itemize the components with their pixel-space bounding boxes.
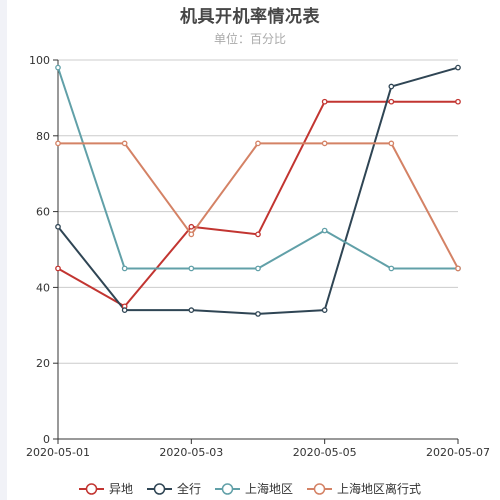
data-point [255,311,261,317]
data-point [188,223,195,230]
data-point [321,307,328,313]
data-point [188,307,195,313]
data-point [255,265,261,272]
data-point [388,265,395,272]
data-point [321,140,328,147]
data-point [388,140,395,147]
series-line [57,100,458,308]
legend-label: 异地 [108,482,133,496]
chart-title: 机具开机率情况表 [180,7,320,27]
data-point [55,223,61,230]
data-point [321,98,328,105]
legend-line-icon [146,482,172,495]
data-point [255,140,261,147]
legend-item[interactable]: 异地 [78,480,133,497]
data-point [121,307,128,313]
series-lines [55,64,461,317]
data-point [388,98,395,105]
legend-item[interactable]: 上海地区离行式 [307,480,421,497]
data-point [121,265,128,272]
data-point [388,83,395,90]
data-point [255,231,261,238]
data-point [188,265,195,272]
y-tick-label: 60 [36,206,50,219]
y-tick-label: 40 [36,281,50,294]
legend-line-icon [78,482,104,495]
data-point [455,64,461,71]
legend-item[interactable]: 上海地区 [215,480,293,497]
legend-label: 全行 [176,482,201,496]
y-tick-label: 0 [43,433,50,446]
grid-lines [58,59,458,364]
left-edge-strip [0,0,7,500]
data-point [55,140,61,147]
y-tick-label: 20 [36,357,50,370]
series-line [57,67,458,270]
data-point [188,231,195,238]
axes: 0 20 40 60 80 100 2020-05-01 2020-05-03 2020-05-… [26,54,490,459]
chart-legend: 异地 全行 上海地区 上海地区离行式 [0,480,500,497]
legend-item[interactable]: 全行 [146,480,201,497]
x-tick-label: 2020-05-05 [293,446,357,459]
x-tick-label: 2020-05-07 [426,446,490,459]
legend-line-icon [215,482,240,495]
data-point [455,98,461,105]
chart-subtitle: 单位：百分比 [213,32,286,46]
data-point [55,64,61,71]
legend-line-icon [307,482,333,495]
x-tick-label: 2020-05-03 [159,446,223,459]
series-line [57,66,459,315]
data-point [321,227,328,234]
data-point [55,265,61,272]
legend-label: 上海地区离行式 [337,482,422,496]
legend-label: 上海地区 [245,482,294,496]
x-tick-label: 2020-05-01 [26,446,90,459]
data-point [455,265,461,272]
y-tick-label: 100 [29,54,50,67]
y-tick-label: 80 [36,130,50,143]
data-point [121,140,128,147]
